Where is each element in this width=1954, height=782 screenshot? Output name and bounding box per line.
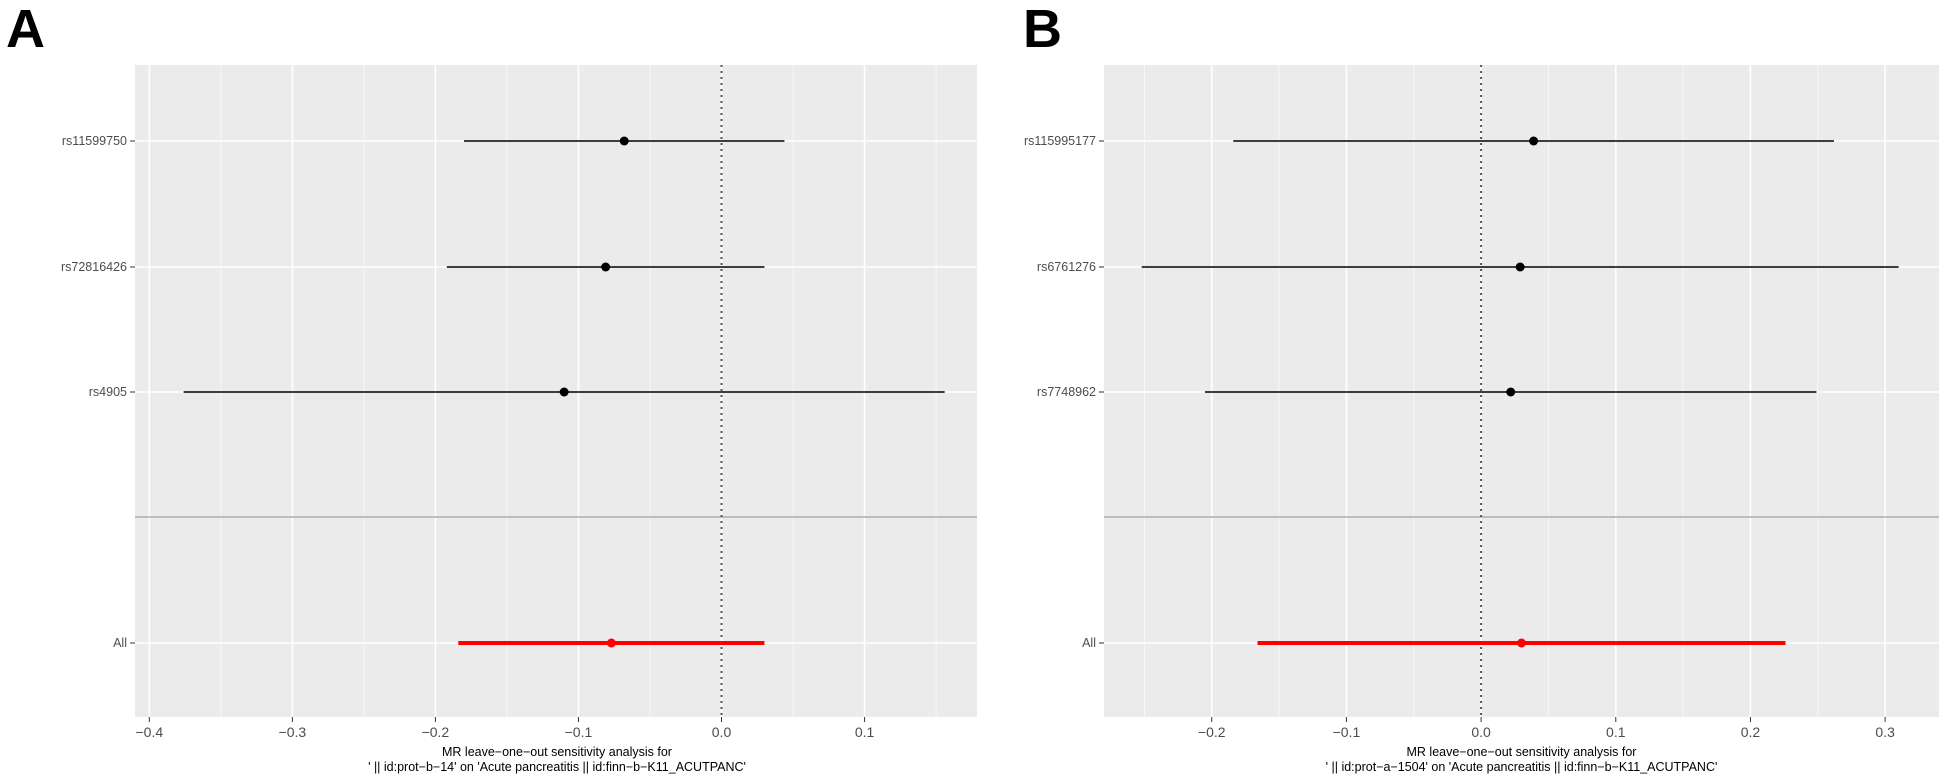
plot-background	[1104, 65, 1939, 717]
panel-b: B rs115995177 rs6761276 rs7748962 All −0.2 −0…	[977, 0, 1954, 782]
x-tick-label: −0.1	[1333, 724, 1361, 740]
overall-estimate-point	[606, 638, 616, 648]
x-tick-label: −0.1	[565, 724, 593, 740]
y-tick-label: rs6761276	[1037, 260, 1096, 274]
snp-estimate-point	[1529, 136, 1539, 146]
snp-estimate-point	[1515, 262, 1525, 272]
y-tick-label: rs72816426	[61, 260, 127, 274]
x-tick-label: 0.0	[1471, 724, 1491, 740]
x-tick-label: 0.2	[1741, 724, 1761, 740]
snp-estimate-point	[559, 387, 569, 397]
y-tick-label: All	[113, 636, 127, 650]
snp-estimate-point	[619, 136, 629, 146]
forest-plot-a: rs11599750 rs72816426 rs4905 All −0.4 −0.3 −0.…	[61, 65, 977, 774]
y-tick-label: rs7748962	[1037, 385, 1096, 399]
x-axis-label: MR leave−one−out sensitivity analysis fo…	[1407, 745, 1637, 759]
x-axis-label: ' || id:prot−a−1504' on 'Acute pancreati…	[1326, 760, 1718, 774]
plot-background	[135, 65, 977, 717]
x-axis-label: ' || id:prot−b−14' on 'Acute pancreatiti…	[368, 760, 746, 774]
y-tick-label: rs11599750	[62, 134, 127, 148]
x-tick-label: 0.0	[712, 724, 732, 740]
snp-estimate-point	[601, 262, 611, 272]
x-tick-label: 0.3	[1875, 724, 1895, 740]
y-tick-label: rs115995177	[1024, 134, 1096, 148]
x-tick-label: 0.1	[1606, 724, 1626, 740]
x-tick-label: −0.3	[279, 724, 307, 740]
x-tick-label: −0.2	[422, 724, 450, 740]
snp-estimate-point	[1506, 387, 1516, 397]
x-tick-label: −0.2	[1198, 724, 1226, 740]
forest-plot-b: rs115995177 rs6761276 rs7748962 All −0.2 −0.1…	[1024, 65, 1939, 774]
x-axis-label: MR leave−one−out sensitivity analysis fo…	[442, 745, 672, 759]
y-tick-label: rs4905	[89, 385, 127, 399]
panel-label: A	[6, 0, 45, 59]
x-tick-label: 0.1	[855, 724, 875, 740]
x-tick-label: −0.4	[135, 724, 163, 740]
y-tick-label: All	[1082, 636, 1096, 650]
panel-label: B	[1023, 0, 1062, 59]
overall-estimate-point	[1517, 638, 1526, 648]
panel-a: A rs11599750 rs72816426 rs4905 All −0.4 −0.3 −…	[6, 0, 977, 774]
